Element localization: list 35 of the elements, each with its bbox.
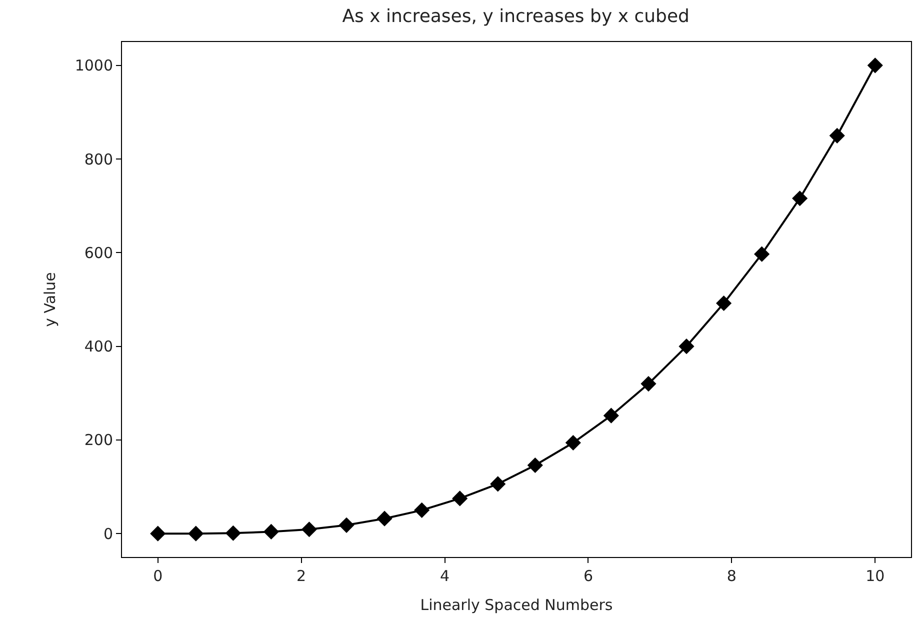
x-tick-label: 2 [296, 567, 306, 585]
point [716, 295, 732, 312]
x-tick-label: 10 [866, 567, 885, 585]
point [678, 338, 694, 354]
point [414, 502, 430, 518]
x-tick-label: 8 [726, 567, 736, 585]
point [603, 408, 619, 424]
point [263, 524, 279, 540]
point [640, 376, 656, 392]
y-tick-label: 0 [103, 524, 113, 543]
x-tick-label: 6 [583, 567, 594, 585]
x-tick-label: 0 [153, 567, 163, 585]
point [829, 128, 845, 144]
y-tick-label: 800 [84, 150, 113, 168]
point [565, 434, 581, 451]
y-tick-label: 1000 [74, 56, 113, 75]
x-axis-title: Linearly Spaced Numbers [420, 596, 613, 614]
point [338, 517, 354, 533]
point [376, 510, 392, 526]
x-tick-label: 4 [440, 567, 450, 585]
point [301, 522, 318, 538]
point [792, 190, 808, 206]
point [754, 246, 770, 262]
y-axis-title: y Value [41, 272, 60, 327]
point [225, 525, 241, 541]
point [452, 490, 468, 506]
point [150, 526, 166, 542]
y-tick-label: 600 [84, 244, 113, 262]
point [867, 58, 883, 74]
chart-title: As x increases, y increases by x cubed [342, 6, 690, 28]
point [188, 526, 204, 542]
point [490, 476, 506, 492]
point [527, 457, 543, 474]
y-tick-label: 400 [84, 338, 113, 356]
y-tick-label: 200 [84, 431, 113, 450]
